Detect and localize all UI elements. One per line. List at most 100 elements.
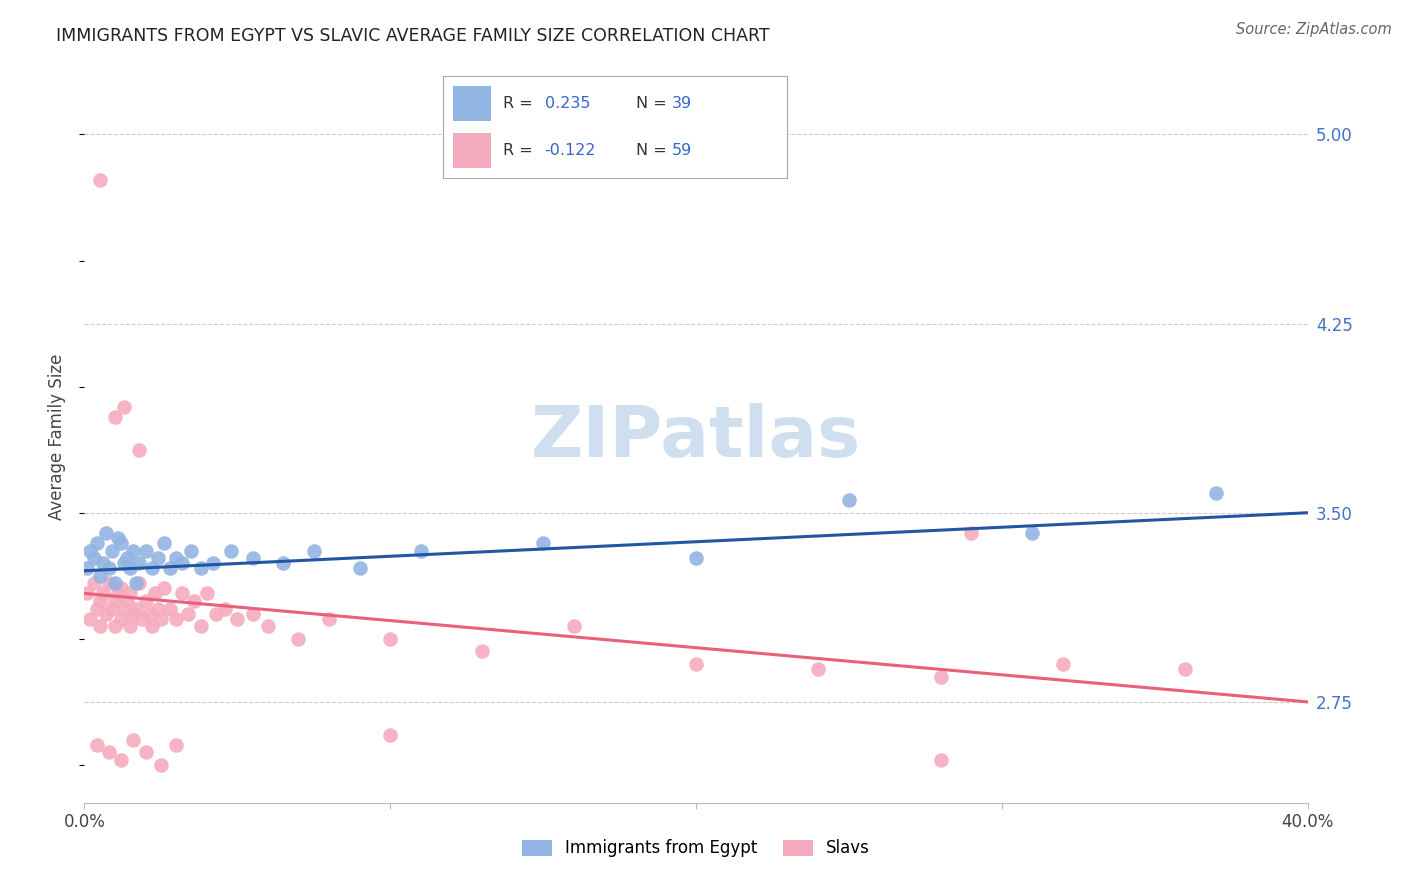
Point (807, 662, 830, 676)
Point (138, 607, 160, 621)
FancyBboxPatch shape (453, 87, 491, 121)
Text: R =: R = (503, 96, 538, 111)
Point (302, 543, 325, 558)
Point (960, 525, 983, 540)
FancyBboxPatch shape (453, 133, 491, 168)
Text: Source: ZipAtlas.com: Source: ZipAtlas.com (1236, 22, 1392, 37)
Point (165, 612, 187, 626)
Point (122, 543, 145, 558)
Text: N =: N = (636, 144, 672, 158)
Point (112, 601, 135, 615)
Point (838, 493, 860, 508)
Point (122, 607, 145, 621)
Legend: Immigrants from Egypt, Slavs: Immigrants from Egypt, Slavs (516, 832, 876, 864)
Point (79, 612, 101, 626)
Point (380, 728, 402, 742)
Point (1052, 657, 1074, 671)
Point (128, 556, 150, 570)
Point (101, 601, 124, 615)
Point (205, 607, 228, 621)
Point (110, 753, 132, 767)
Point (257, 619, 280, 633)
Point (125, 601, 148, 615)
Point (159, 601, 181, 615)
Point (112, 400, 135, 414)
Point (107, 586, 129, 600)
Point (112, 556, 135, 570)
Point (104, 619, 127, 633)
Point (929, 670, 952, 684)
Point (91, 556, 114, 570)
Point (219, 543, 242, 558)
Point (195, 586, 218, 600)
Point (201, 556, 224, 570)
Point (115, 551, 138, 566)
Point (180, 543, 202, 558)
Point (89, 619, 111, 633)
Point (76, 561, 98, 575)
Point (242, 551, 264, 566)
Point (149, 758, 172, 772)
Point (349, 561, 371, 575)
Point (1174, 662, 1197, 676)
Point (685, 657, 707, 671)
Point (94, 607, 117, 621)
Point (135, 745, 157, 759)
Point (153, 582, 176, 596)
Point (929, 753, 952, 767)
Point (110, 612, 132, 626)
Point (172, 556, 194, 570)
Point (107, 531, 129, 545)
Point (318, 612, 340, 626)
Point (149, 612, 172, 626)
Point (287, 632, 309, 646)
Point (115, 594, 138, 608)
Text: ZIPatlas: ZIPatlas (531, 402, 860, 472)
Point (120, 561, 142, 575)
Point (101, 543, 124, 558)
Point (76, 586, 98, 600)
Point (104, 594, 127, 608)
Point (242, 607, 264, 621)
Point (79, 543, 101, 558)
Point (120, 619, 142, 633)
Point (172, 586, 194, 600)
Point (190, 561, 212, 575)
Point (146, 551, 169, 566)
Point (153, 536, 176, 550)
Point (141, 619, 163, 633)
Point (94, 525, 117, 540)
Point (562, 619, 585, 633)
Point (110, 536, 132, 550)
Point (104, 409, 127, 424)
Point (83, 576, 105, 591)
Point (97, 745, 120, 759)
Point (226, 612, 249, 626)
Point (86, 738, 108, 752)
Point (89, 594, 111, 608)
Point (89, 173, 111, 187)
Point (97, 561, 120, 575)
Y-axis label: Average Family Size: Average Family Size (48, 354, 66, 520)
Point (97, 576, 120, 591)
Point (86, 536, 108, 550)
Point (141, 561, 163, 575)
Point (214, 601, 236, 615)
Text: IMMIGRANTS FROM EGYPT VS SLAVIC AVERAGE FAMILY SIZE CORRELATION CHART: IMMIGRANTS FROM EGYPT VS SLAVIC AVERAGE … (56, 27, 770, 45)
Point (120, 586, 142, 600)
Text: N =: N = (636, 96, 672, 111)
Point (135, 594, 157, 608)
Point (131, 612, 153, 626)
Point (1021, 525, 1043, 540)
Point (135, 543, 157, 558)
Point (380, 632, 402, 646)
Text: R =: R = (503, 144, 538, 158)
Point (122, 732, 145, 747)
Point (128, 576, 150, 591)
Point (165, 551, 187, 566)
Point (89, 569, 111, 583)
Text: 39: 39 (672, 96, 692, 111)
Point (86, 601, 108, 615)
Point (91, 586, 114, 600)
Point (146, 601, 169, 615)
